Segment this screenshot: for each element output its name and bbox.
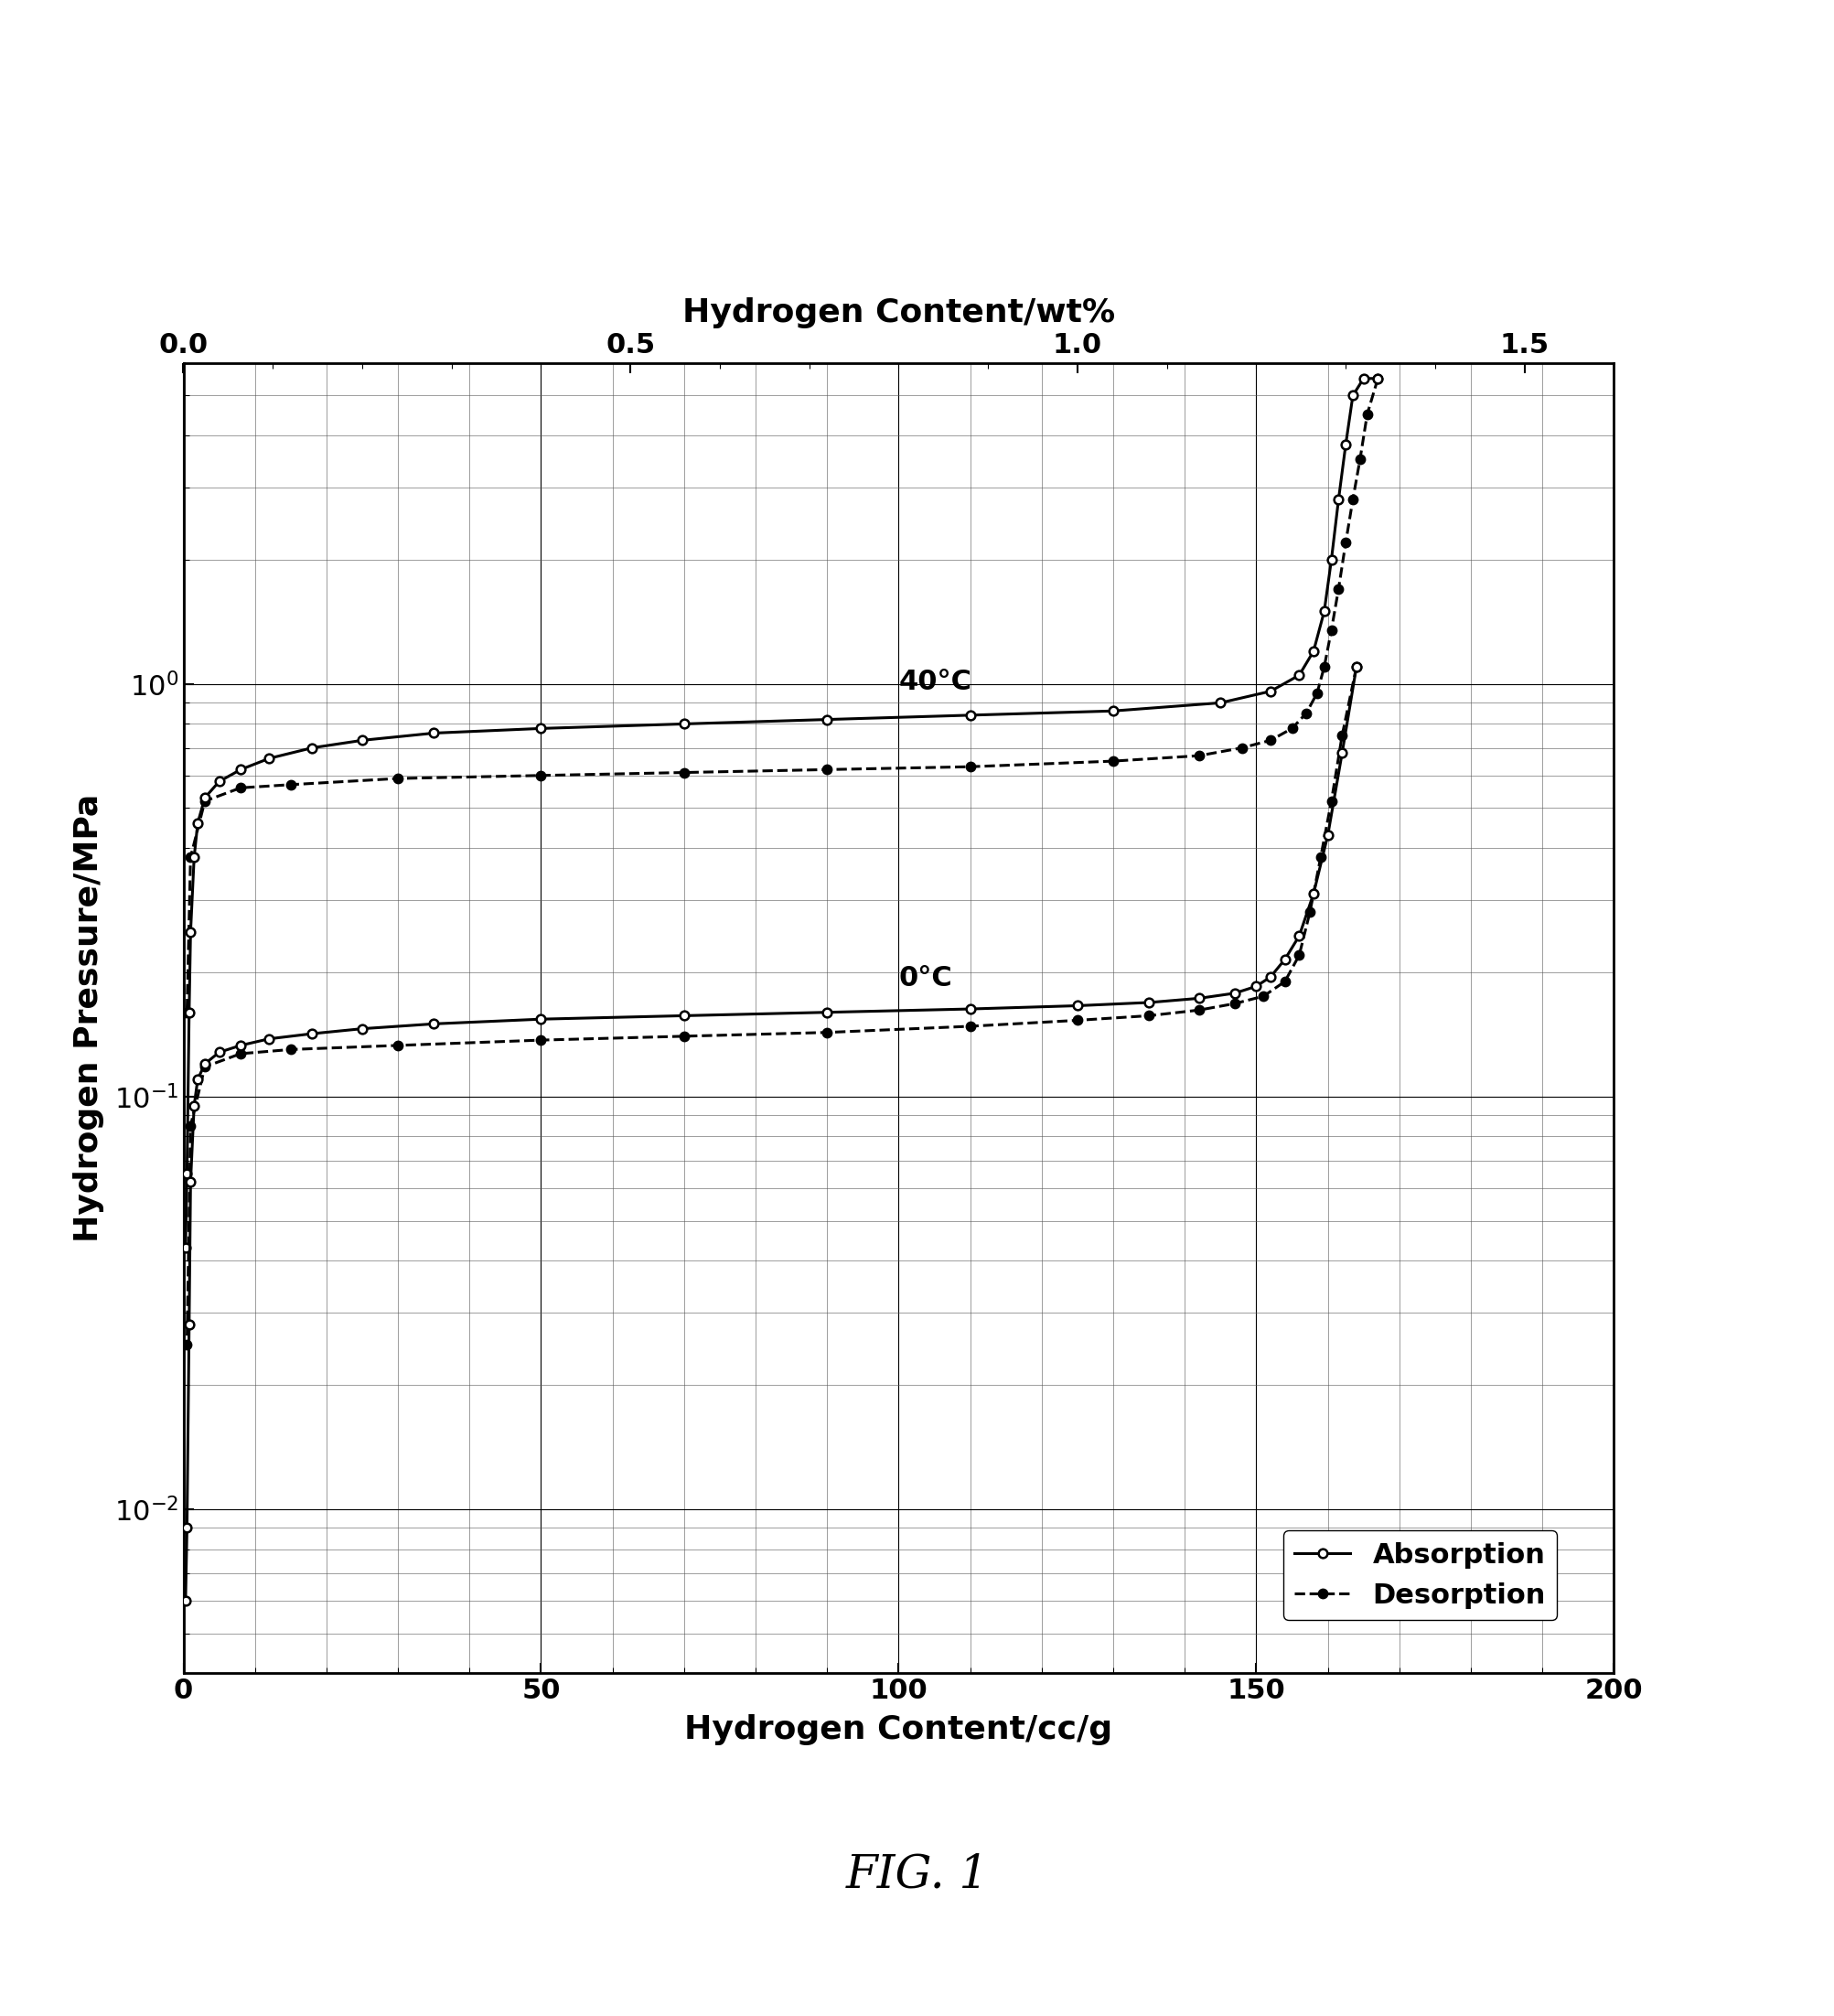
Y-axis label: Hydrogen Pressure/MPa: Hydrogen Pressure/MPa bbox=[73, 794, 105, 1242]
X-axis label: Hydrogen Content/wt%: Hydrogen Content/wt% bbox=[682, 296, 1115, 329]
Legend: Absorption, Desorption: Absorption, Desorption bbox=[1284, 1530, 1557, 1621]
Text: FIG. 1: FIG. 1 bbox=[845, 1853, 989, 1897]
Text: 40°C: 40°C bbox=[899, 669, 972, 696]
Text: 0°C: 0°C bbox=[899, 966, 952, 992]
X-axis label: Hydrogen Content/cc/g: Hydrogen Content/cc/g bbox=[684, 1714, 1113, 1746]
